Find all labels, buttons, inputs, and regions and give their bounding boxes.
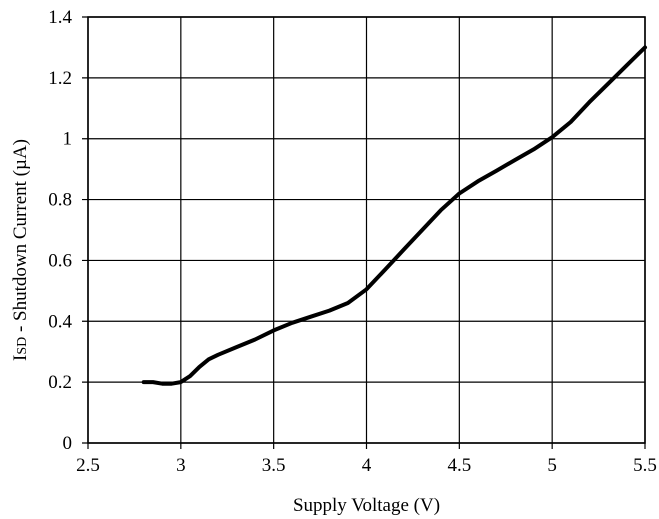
x-tick-label: 4 [362, 455, 372, 476]
series-line-shutdown-current [141, 45, 647, 386]
x-tick-label: 2.5 [76, 455, 100, 476]
plot-frame [87, 16, 646, 444]
y-axis-title-rest: - Shutdown Current (µA) [10, 139, 31, 337]
y-tick-label: 0.2 [48, 372, 72, 393]
x-tick-label: 3.5 [262, 455, 286, 476]
x-tick-label: 3 [176, 455, 186, 476]
x-tick-label: 5 [547, 455, 557, 476]
y-tick-label: 0.6 [48, 250, 72, 271]
y-tick-label: 0.4 [48, 311, 72, 332]
y-tick-label: 0.8 [48, 190, 72, 211]
y-tick-label: 1 [63, 129, 73, 150]
y-tick-label: 0 [63, 433, 73, 454]
y-tick-label: 1.4 [48, 7, 72, 28]
x-tick-labels: 2.5 3 3.5 4 4.5 5 5.5 [76, 455, 657, 476]
y-tick-label: 1.2 [48, 68, 72, 89]
y-tick-labels: 0 0.2 0.4 0.6 0.8 1 1.2 1.4 [48, 7, 72, 454]
x-tick-label: 5.5 [633, 455, 657, 476]
x-axis-title: Supply Voltage (V) [293, 495, 440, 516]
y-axis-title-i: I [10, 355, 31, 361]
x-tick-label: 4.5 [447, 455, 471, 476]
y-axis-title-sd: SD [15, 337, 30, 355]
y-axis-title: ISD - Shutdown Current (µA) [10, 139, 31, 361]
